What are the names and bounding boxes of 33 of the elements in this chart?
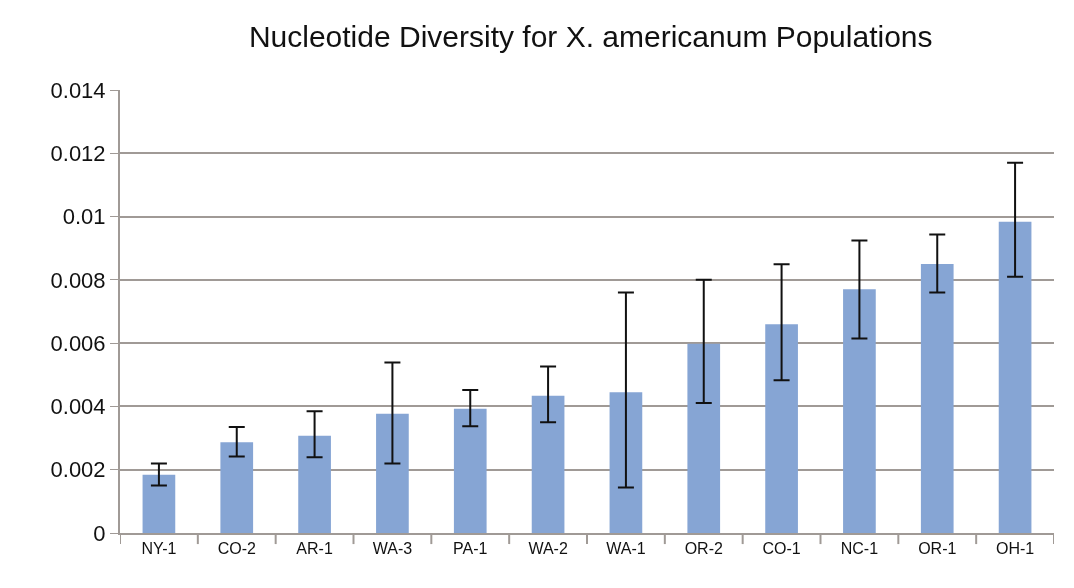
x-tick-label: PA-1 xyxy=(453,540,488,558)
bar xyxy=(142,474,176,533)
y-tick-label: 0.002 xyxy=(50,457,106,483)
y-tick-label: 0.006 xyxy=(50,330,106,356)
bar xyxy=(765,324,798,533)
chart-title: Nucleotide Diversity for X. americanum Populations xyxy=(248,20,933,54)
bar xyxy=(453,408,487,533)
x-tick-label: NY-1 xyxy=(141,540,177,558)
x-tick-label: NC-1 xyxy=(840,540,879,558)
x-tick-label: WA-1 xyxy=(606,540,646,558)
bar xyxy=(843,289,876,533)
x-tick-label: WA-3 xyxy=(372,540,413,558)
x-tick-label: AR-1 xyxy=(296,540,333,558)
x-tick-label: CO-2 xyxy=(217,540,256,558)
y-tick-label: 0.008 xyxy=(50,267,106,293)
bar xyxy=(998,221,1032,533)
bar xyxy=(687,343,721,533)
x-tick-label: OR-1 xyxy=(918,540,957,558)
bar xyxy=(376,413,409,533)
y-tick-label: 0.012 xyxy=(50,140,106,166)
x-tick-label: OR-2 xyxy=(684,540,723,558)
bar xyxy=(220,442,254,533)
x-tick-label: CO-1 xyxy=(762,540,801,558)
y-tick-label: 0.01 xyxy=(62,204,106,230)
x-tick-label: OH-1 xyxy=(995,540,1035,558)
bar xyxy=(920,264,954,533)
x-tick-label: WA-2 xyxy=(528,540,568,558)
bar xyxy=(531,395,565,533)
bar xyxy=(609,392,643,533)
y-tick-label: 0 xyxy=(93,520,106,546)
bar xyxy=(298,435,331,533)
y-tick-label: 0.014 xyxy=(50,77,106,103)
y-tick-label: 0.004 xyxy=(50,394,106,420)
